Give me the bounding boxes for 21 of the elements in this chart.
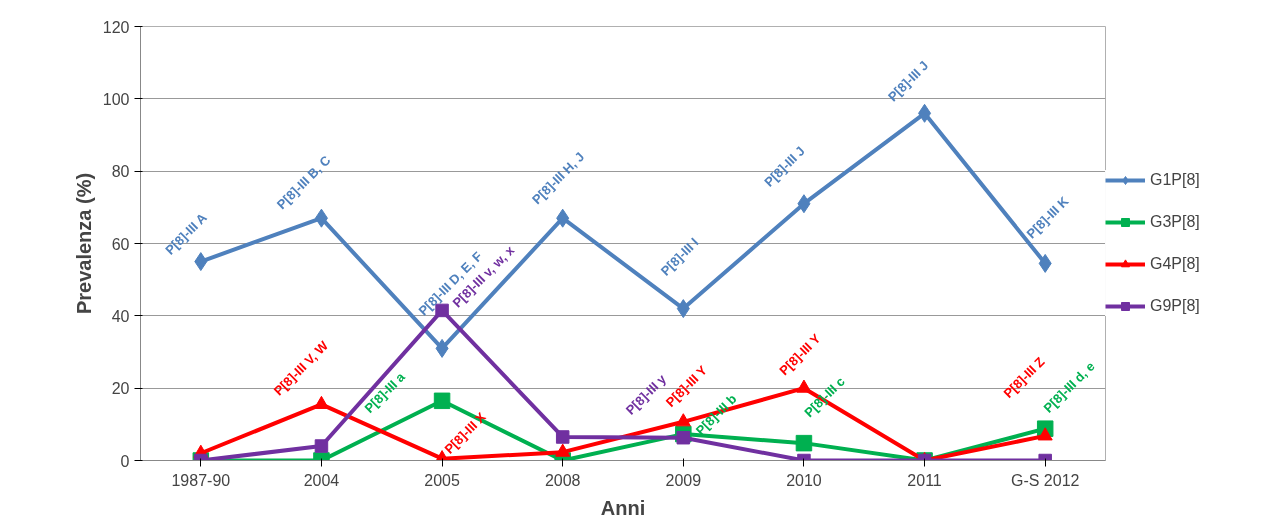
- legend-label: G3P[8]: [1150, 213, 1200, 231]
- y-tick-label: 60: [111, 235, 130, 253]
- y-tick-label: 40: [111, 307, 130, 325]
- legend-label: G1P[8]: [1150, 171, 1200, 189]
- y-tick-label: 0: [120, 452, 130, 470]
- y-tick-label: 120: [102, 18, 130, 36]
- x-tick-label: 2004: [303, 471, 340, 489]
- legend-label: G4P[8]: [1150, 255, 1200, 273]
- x-tick-label: 1987-90: [171, 471, 231, 489]
- x-axis-title: Anni: [600, 496, 646, 519]
- x-tick-label: 2010: [786, 471, 822, 489]
- y-tick-label: 20: [111, 380, 130, 398]
- y-axis-title: Prevalenza (%): [72, 172, 95, 315]
- x-tick-label: 2005: [424, 471, 460, 489]
- x-tick-label: 2009: [665, 471, 702, 489]
- x-tick-label: 2011: [907, 471, 942, 489]
- legend-label: G9P[8]: [1150, 297, 1200, 315]
- y-tick-label: 100: [102, 90, 130, 108]
- y-tick-label: 80: [111, 163, 130, 181]
- x-tick-label: G-S 2012: [1010, 471, 1080, 489]
- x-tick-label: 2008: [544, 471, 581, 489]
